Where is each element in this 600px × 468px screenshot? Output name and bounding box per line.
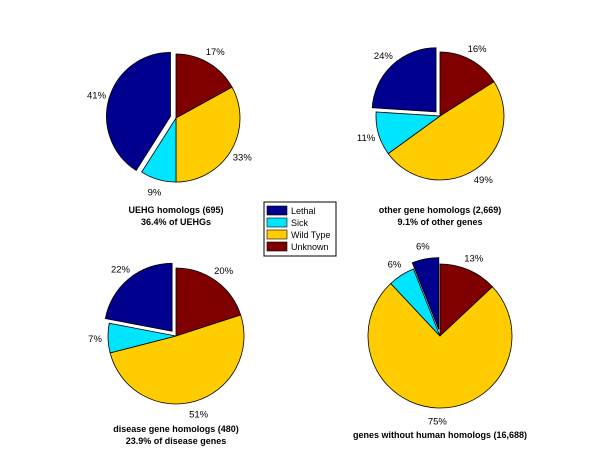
pie-1-caption-line-1: UEHG homologs (695) — [128, 205, 223, 215]
pie-2-caption-line-1: other gene homologs (2,669) — [379, 205, 502, 215]
pie-2-slice-unknown — [439, 51, 495, 117]
pie-2-slice-sick — [375, 111, 442, 155]
pie-3-slice-lethal — [104, 262, 173, 332]
pie-2-caption-line-2: 9.1% of other genes — [397, 217, 482, 227]
pie-4-label-unknown: 13% — [464, 253, 484, 264]
pie-4-label-lethal: 6% — [416, 242, 430, 253]
pie-4-slice-lethal — [411, 257, 440, 330]
pie-1-label-lethal: 41% — [87, 90, 107, 101]
legend-label-sick: Sick — [291, 218, 309, 228]
pie-2-label-unknown: 16% — [468, 44, 488, 55]
pie-1-label-unknown: 17% — [206, 47, 226, 58]
legend-label-lethal: Lethal — [291, 206, 316, 216]
pie-1-slice-wild-type — [175, 86, 241, 183]
pie-2-label-lethal: 24% — [374, 51, 394, 62]
pie-1-slice-sick — [141, 116, 177, 183]
pie-1-caption-line-2: 36.4% of UEHGs — [141, 217, 211, 227]
pie-3-label-sick: 7% — [88, 334, 102, 345]
legend-swatch-unknown — [266, 241, 288, 252]
pie-3-slice-sick — [107, 322, 177, 354]
pie-3-slice-unknown — [175, 267, 242, 337]
pie-4-slice-unknown — [439, 263, 494, 337]
legend-label-unknown: Unknown — [291, 242, 329, 252]
pie-1-slice-unknown — [175, 53, 233, 119]
pie-1-slice-lethal — [106, 51, 171, 171]
pie-3-caption-line-1: disease gene homologs (480) — [113, 424, 239, 434]
pie-charts-group: 17% 33% 9% 41% UEHG homologs (695) 36.4% of U… — [87, 44, 527, 446]
pie-4-label-wild-type: 75% — [428, 416, 448, 427]
pie-2-slice-lethal — [371, 47, 437, 113]
legend: Lethal Sick Wild Type Unknown — [263, 201, 337, 257]
pie-1-label-wild-type: 33% — [233, 153, 253, 164]
legend-label-wild-type: Wild Type — [291, 230, 330, 240]
legend-swatch-lethal — [266, 205, 288, 216]
pie-2-label-sick: 11% — [357, 133, 376, 144]
pie-4-slice-wild-type — [367, 282, 513, 409]
pie-4-label-sick: 6% — [388, 260, 402, 271]
legend-swatch-sick — [266, 217, 288, 228]
pie-2-label-wild-type: 49% — [474, 175, 494, 186]
pie-3-label-wild-type: 51% — [189, 409, 209, 420]
pie-2-slice-wild-type — [387, 81, 505, 181]
pie-4-caption-line-1: genes without human homologs (16,688) — [353, 430, 527, 440]
pie-1-label-sick: 9% — [148, 187, 162, 198]
pie-3-label-unknown: 20% — [214, 266, 234, 277]
pie-4-slice-sick — [390, 268, 441, 337]
pie-3-caption-line-2: 23.9% of disease genes — [126, 436, 227, 446]
pie-3-slice-wild-type — [109, 314, 245, 405]
pie-3-label-lethal: 22% — [111, 264, 131, 275]
legend-swatch-wild-type — [266, 229, 288, 240]
